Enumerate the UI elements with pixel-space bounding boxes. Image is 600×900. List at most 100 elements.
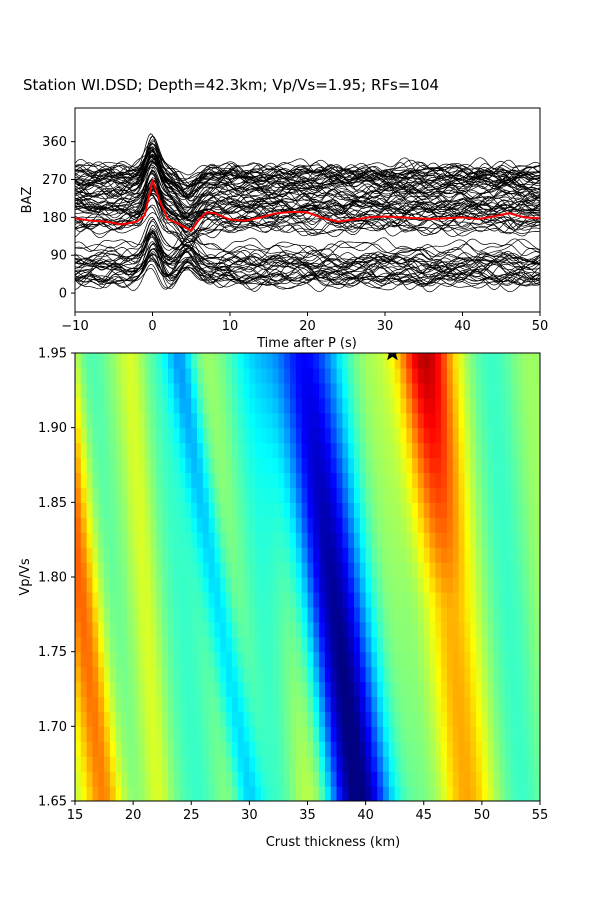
heatmap-cell <box>528 636 535 653</box>
heatmap-cell <box>220 771 227 787</box>
heatmap-cell <box>109 786 117 801</box>
heatmap-cell <box>493 741 500 757</box>
heatmap-cell <box>214 412 221 429</box>
heatmap-cell <box>534 397 540 414</box>
heatmap-cell <box>214 741 221 757</box>
heatmap-cell <box>307 517 314 533</box>
heatmap-cell <box>417 726 425 742</box>
heatmap-cell <box>156 577 163 593</box>
heatmap-cell <box>185 771 192 787</box>
heatmap-cell <box>115 547 123 563</box>
heatmap-cell <box>435 681 442 698</box>
heatmap-cell <box>383 353 390 369</box>
heatmap-cell <box>522 651 529 668</box>
heatmap-cell <box>92 741 99 757</box>
heatmap-cell <box>447 562 454 578</box>
heatmap-cell <box>435 367 442 384</box>
heatmap-cell <box>388 367 396 384</box>
heatmap-cell <box>144 472 152 488</box>
heatmap-cell <box>98 412 105 429</box>
heatmap-cell <box>133 726 140 742</box>
heatmap-cell <box>412 517 419 533</box>
heatmap-cell <box>516 427 524 444</box>
heatmap-cell <box>400 726 407 742</box>
heatmap-cell <box>156 606 163 623</box>
heatmap-cell <box>319 741 326 757</box>
heatmap-cell <box>383 397 390 414</box>
heatmap-cell <box>185 666 192 683</box>
heatmap-cell <box>156 367 163 384</box>
heatmap-cell <box>516 502 524 518</box>
heatmap-cell <box>197 591 204 608</box>
heatmap-cell <box>371 517 378 533</box>
heatmap-cell <box>377 606 384 623</box>
heatmap-cell <box>127 726 134 742</box>
heatmap-cell <box>231 532 239 548</box>
heatmap-cell <box>284 487 291 503</box>
heatmap-cell <box>423 636 431 653</box>
heatmap-cell <box>342 711 349 727</box>
heatmap-cell <box>534 457 540 474</box>
heatmap-cell <box>330 457 338 474</box>
heatmap-cell <box>226 606 233 623</box>
heatmap-cell <box>138 472 146 488</box>
heatmap-cell <box>127 591 134 608</box>
heatmap-cell <box>168 711 175 727</box>
heatmap-cell <box>231 726 239 742</box>
heatmap-cell <box>365 457 373 474</box>
heatmap-cell <box>150 517 157 533</box>
heatmap-cell <box>464 606 471 623</box>
heatmap-cell <box>481 562 489 578</box>
heatmap-cell <box>109 756 117 772</box>
heatmap-cell <box>394 487 402 503</box>
heatmap-cell <box>481 756 489 772</box>
heatmap-cell <box>191 711 198 727</box>
heatmap-cell <box>429 651 436 668</box>
heatmap-cell <box>98 771 105 787</box>
heatmap-cell <box>214 367 221 384</box>
heatmap-cell <box>92 591 99 608</box>
heatmap-cell <box>324 353 332 369</box>
heatmap-cell <box>144 367 152 384</box>
heatmap-cell <box>272 457 280 474</box>
heatmap-cell <box>284 397 291 414</box>
heatmap-cell <box>266 562 274 578</box>
heatmap-cell <box>516 412 524 429</box>
heatmap-cell <box>383 577 390 593</box>
bottom-x-tick-label: 30 <box>241 808 258 823</box>
heatmap-cell <box>138 606 146 623</box>
heatmap-cell <box>388 502 396 518</box>
heatmap-cell <box>92 353 99 369</box>
heatmap-cell <box>173 562 181 578</box>
heatmap-cell <box>150 741 157 757</box>
heatmap-cell <box>133 427 140 444</box>
heatmap-cell <box>458 562 466 578</box>
heatmap-cell <box>191 472 198 488</box>
heatmap-cell <box>138 711 146 727</box>
heatmap-cell <box>266 502 274 518</box>
heatmap-cell <box>98 427 105 444</box>
heatmap-cell <box>115 771 123 787</box>
heatmap-cell <box>191 562 198 578</box>
heatmap-cell <box>417 711 425 727</box>
heatmap-cell <box>208 367 216 384</box>
heatmap-cell <box>330 591 338 608</box>
heatmap-cell <box>214 711 221 727</box>
heatmap-cell <box>406 666 413 683</box>
heatmap-cell <box>330 621 338 638</box>
heatmap-cell <box>383 636 390 653</box>
heatmap-cell <box>144 786 152 801</box>
heatmap-cell <box>138 771 146 787</box>
heatmap-cell <box>156 696 163 712</box>
heatmap-cell <box>266 606 274 623</box>
heatmap-cell <box>522 457 529 474</box>
heatmap-cell <box>144 711 152 727</box>
heatmap-cell <box>261 771 268 787</box>
heatmap-cell <box>115 487 123 503</box>
bottom-y-tick-label: 1.85 <box>38 496 67 511</box>
heatmap-cell <box>290 621 297 638</box>
heatmap-cell <box>104 771 111 787</box>
heatmap-cell <box>406 442 413 459</box>
heatmap-cell <box>354 382 361 399</box>
bottom-x-tick-label: 15 <box>67 808 84 823</box>
